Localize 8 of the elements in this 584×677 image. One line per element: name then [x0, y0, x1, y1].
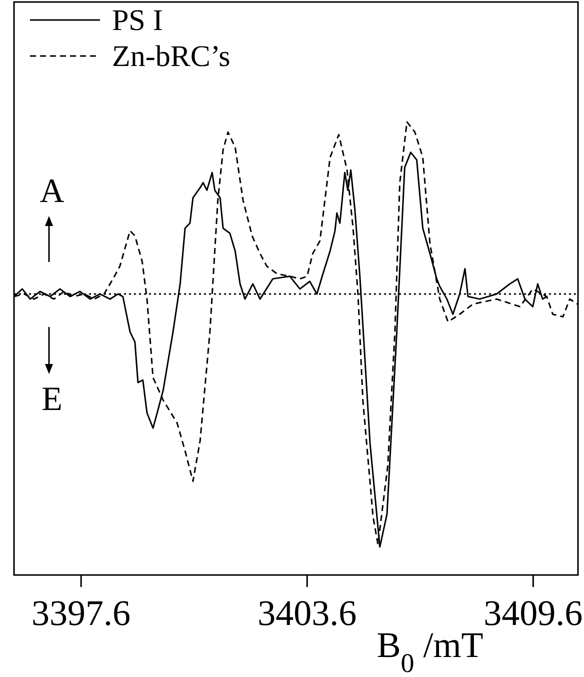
x-tick-label: 3403.6	[258, 593, 357, 633]
x-tick-label: 3409.6	[484, 593, 583, 633]
annotation: E	[42, 381, 62, 418]
legend-label: PS I	[112, 4, 163, 37]
x-tick-label: 3397.6	[32, 593, 131, 633]
annotation: A	[40, 173, 65, 210]
x-axis-title: B$_{0}$ /mT	[376, 625, 484, 677]
legend-label: Zn-bRC’s	[112, 40, 230, 73]
